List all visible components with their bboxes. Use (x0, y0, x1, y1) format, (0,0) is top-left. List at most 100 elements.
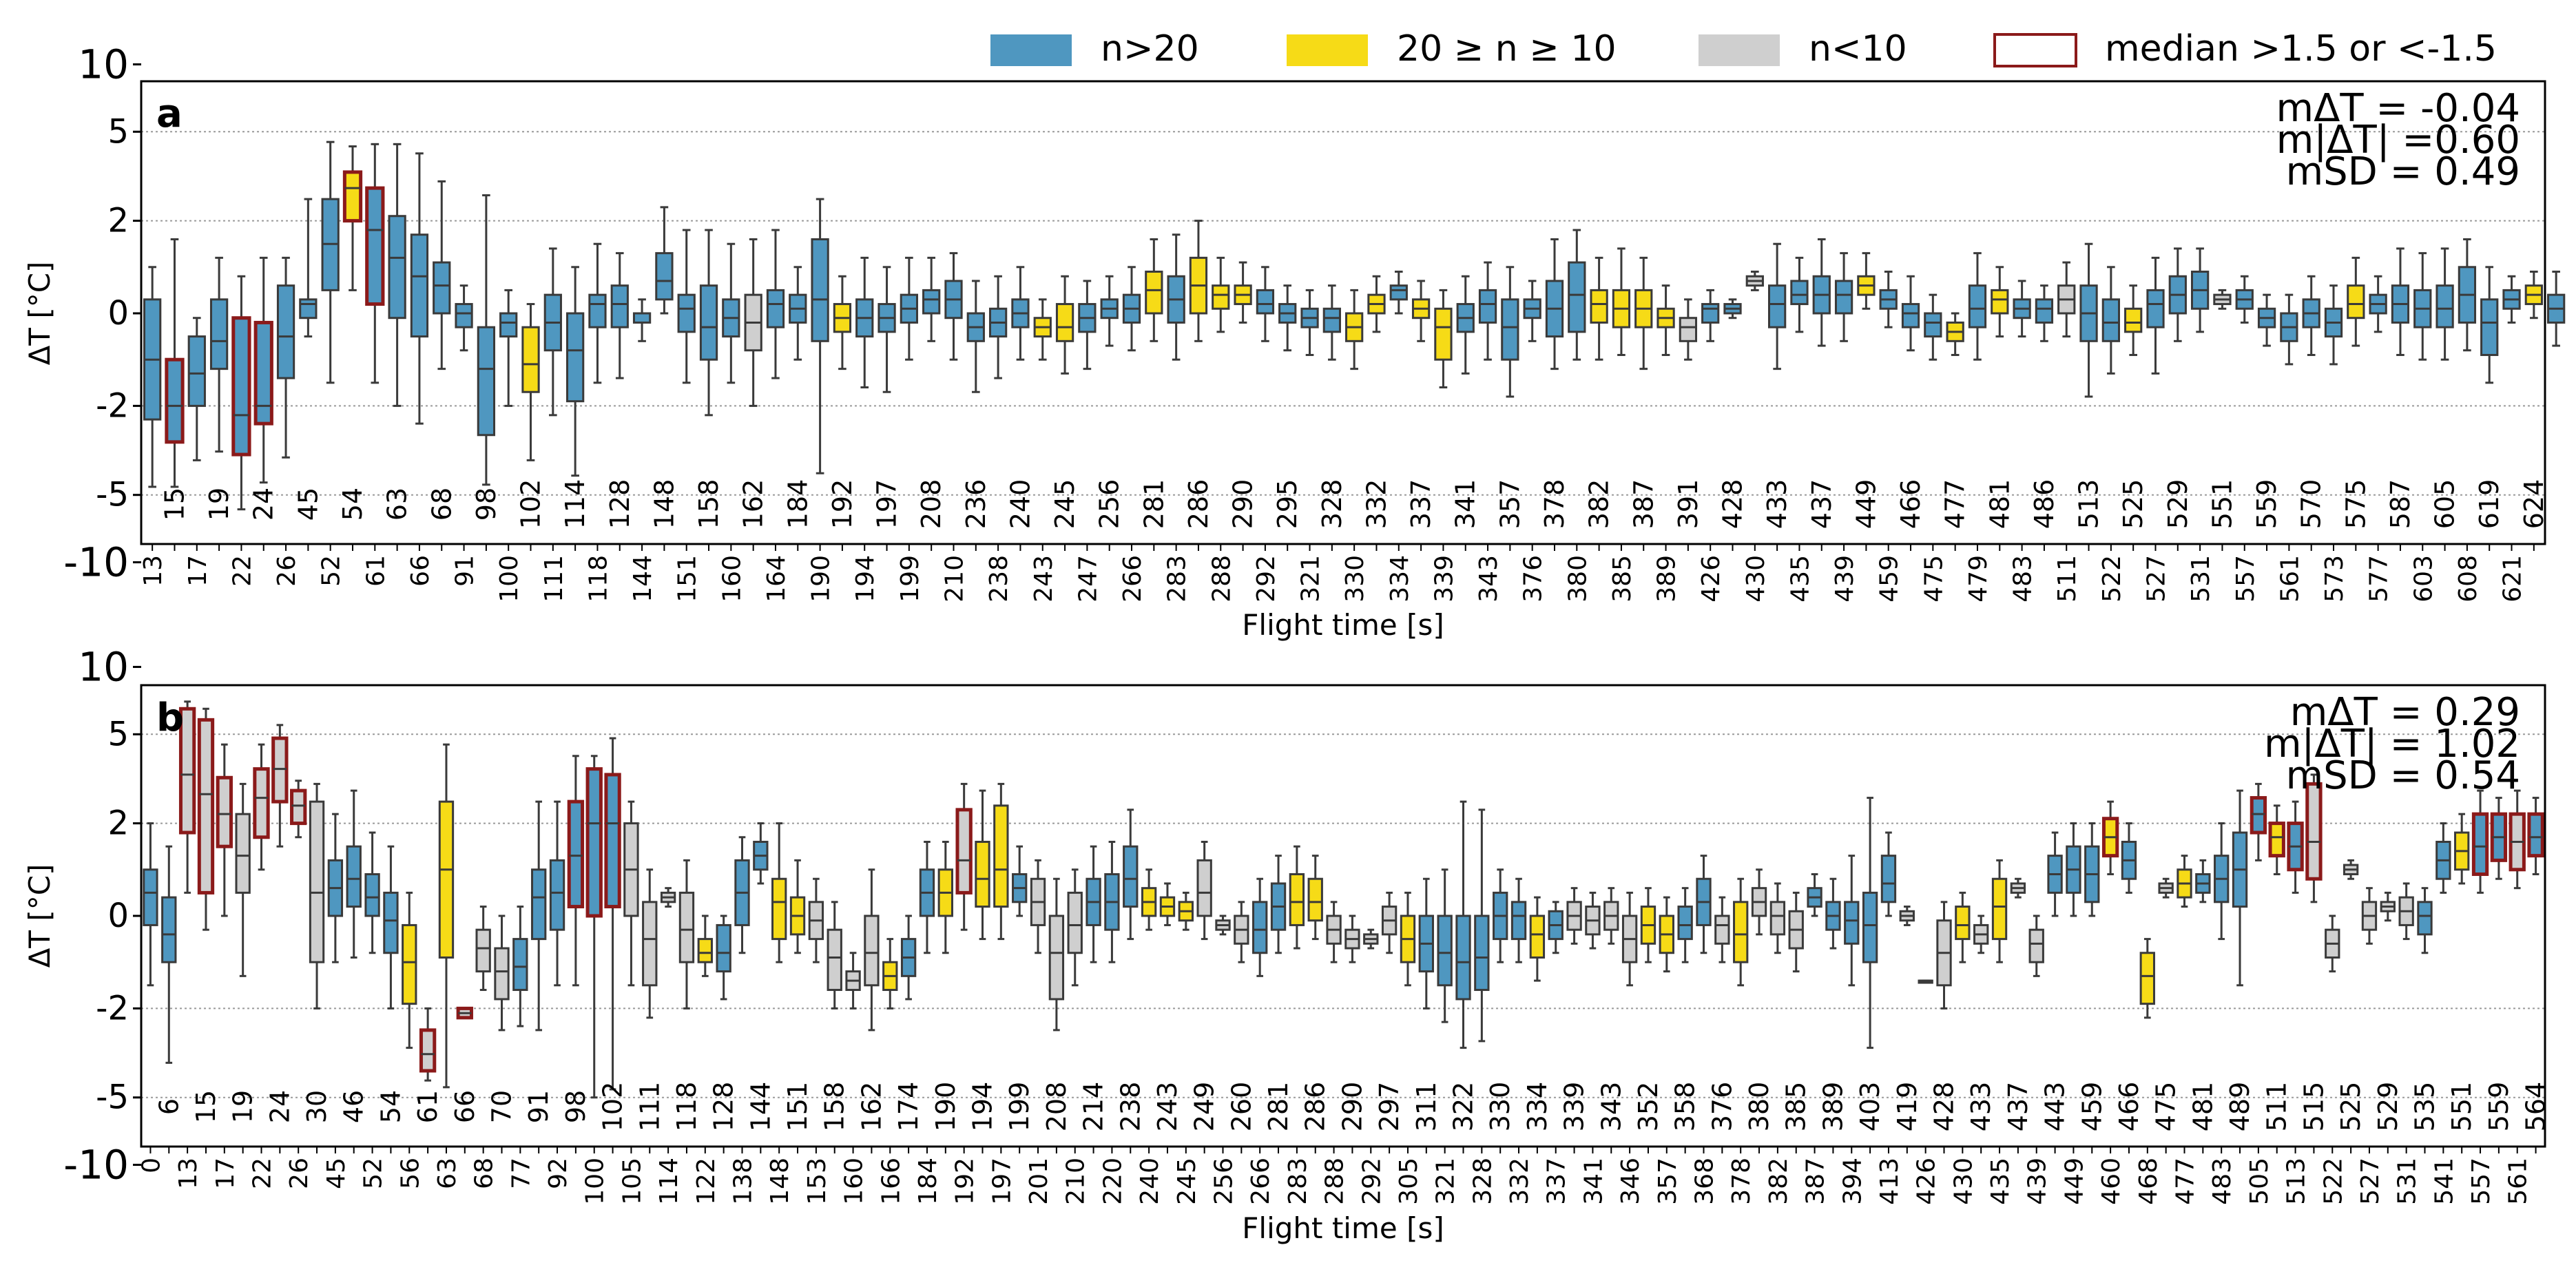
box-iqr (1991, 877, 2008, 941)
count-label: 311 (1411, 1082, 1442, 1132)
x-tick-label: 26 (273, 555, 301, 587)
box (1345, 289, 1364, 370)
box (855, 256, 874, 389)
x-tick-label: 45 (322, 1158, 351, 1189)
box (610, 252, 629, 379)
count-label: 376 (1707, 1082, 1737, 1132)
x-tick-label: 56 (396, 1158, 424, 1189)
box (1585, 891, 1601, 950)
count-label: 428 (1929, 1082, 1960, 1132)
box (2232, 789, 2248, 987)
box (2347, 256, 2365, 347)
count-label: 559 (2484, 1082, 2514, 1132)
box (1307, 855, 1323, 941)
box (1788, 891, 1804, 973)
x-ticks: 13 17 22 26 52 61 66 91 100 111 118 144 151 160 164 190… (139, 544, 2535, 603)
count-label: 128 (709, 1082, 739, 1132)
count-label: 162 (856, 1082, 886, 1132)
count-label: 19 (204, 488, 234, 521)
box (2324, 284, 2343, 366)
x-tick-label: 531 (2393, 1158, 2422, 1205)
x-tick-label: 153 (803, 1158, 831, 1205)
box-iqr (1790, 280, 1809, 306)
count-label: 184 (782, 479, 813, 530)
box-iqr (588, 293, 607, 328)
x-tick-label: 426 (1913, 1158, 1941, 1205)
box (827, 901, 842, 1010)
count-label: 337 (1406, 479, 1436, 530)
box (499, 289, 518, 407)
box (2302, 275, 2320, 356)
count-label: 24 (249, 488, 279, 521)
x-axis-label: Flight time [s] (1242, 608, 1444, 642)
box-iqr (811, 238, 829, 342)
box (187, 317, 206, 461)
box (2250, 782, 2267, 861)
box (1745, 271, 1764, 291)
count-label: 98 (561, 1090, 591, 1123)
box (388, 143, 406, 407)
box (2509, 789, 2526, 890)
x-tick-label: 413 (1876, 1158, 1904, 1205)
box (1723, 298, 1742, 320)
box (209, 256, 229, 453)
box-iqr (143, 868, 158, 926)
x-tick-label: 283 (1284, 1158, 1312, 1205)
box (2195, 859, 2211, 903)
box-iqr (632, 312, 652, 324)
count-label: 54 (337, 488, 368, 521)
x-tick-label: 541 (2430, 1158, 2458, 1205)
box (1322, 284, 1341, 361)
count-label: 575 (2340, 479, 2371, 530)
count-label: 352 (1633, 1082, 1663, 1132)
count-label: 15 (159, 488, 189, 521)
legend-swatch (1699, 34, 1780, 66)
gridlines (141, 131, 2545, 496)
count-label: 197 (872, 479, 902, 530)
y-ticks: -10 -5 -2 0 2 5 10 (63, 41, 141, 586)
count-label: 286 (1300, 1082, 1331, 1132)
count-label: 102 (516, 479, 546, 530)
count-label: 564 (2521, 1082, 2551, 1132)
box-iqr (566, 312, 585, 403)
x-tick-label: 192 (951, 1158, 979, 1205)
gridlines (141, 733, 2545, 1098)
box-iqr (1769, 901, 1786, 936)
box-iqr (2268, 822, 2285, 858)
x-tick-label: 122 (692, 1158, 720, 1205)
box-iqr (2035, 298, 2054, 324)
stat-mean-dt: mΔT = 0.29 (2290, 690, 2520, 735)
count-label: 559 (2252, 479, 2282, 530)
count-label: 322 (1448, 1082, 1479, 1132)
x-tick-label: 144 (629, 555, 657, 603)
box (882, 938, 898, 1010)
box (235, 782, 251, 977)
box (364, 831, 380, 954)
x-tick-label: 449 (2060, 1158, 2088, 1205)
count-label: 240 (1005, 479, 1035, 530)
box (2066, 822, 2081, 917)
y-tick-label: 5 (107, 715, 129, 753)
box-iqr (1568, 261, 1586, 333)
box-iqr (1880, 855, 1897, 903)
box (922, 256, 941, 342)
box (2361, 887, 2378, 945)
box-iqr (1437, 914, 1453, 987)
x-tick-label: 266 (1247, 1158, 1275, 1205)
box (1363, 928, 1379, 950)
box (1634, 256, 1653, 370)
box (365, 143, 385, 384)
box (1100, 275, 1119, 347)
x-tick-label: 479 (1964, 555, 1993, 603)
box-iqr (2139, 952, 2155, 1005)
count-label: 443 (2040, 1082, 2070, 1132)
x-tick-label: 387 (1802, 1158, 1830, 1205)
box (1104, 840, 1120, 963)
box (1122, 266, 1141, 352)
box (2079, 242, 2098, 398)
stat-mean-abs-dt: m|ΔT| = 1.02 (2264, 722, 2520, 766)
box-iqr (402, 923, 417, 1005)
box (1510, 877, 1527, 963)
count-label: 529 (2373, 1082, 2403, 1132)
